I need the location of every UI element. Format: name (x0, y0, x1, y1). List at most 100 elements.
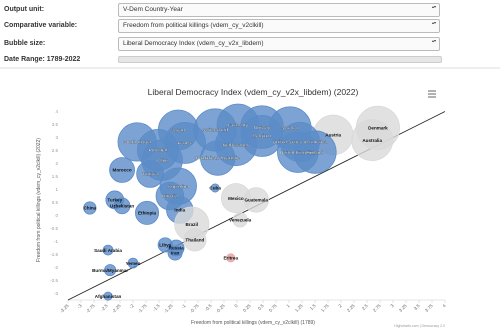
bubble (167, 245, 183, 261)
bubble-label: Eritrea (223, 256, 238, 261)
bubble (183, 228, 207, 252)
chart-title: Liberal Democracy Index (vdem_cy_v2x_lib… (148, 87, 359, 97)
bubble-label: Yemen (126, 261, 141, 266)
bubble-label: Ethiopia (138, 211, 157, 216)
y-tick-label: -3 (54, 291, 58, 296)
bubble-label: Nigeria (162, 194, 178, 199)
x-tick-label: 1.5 (309, 303, 317, 311)
label: Output unit: (4, 6, 45, 13)
x-tick-label: -2.75 (85, 303, 96, 314)
x-tick-label: 3.75 (424, 303, 434, 313)
bubble (136, 159, 165, 188)
bubble-size-select[interactable]: Liberal Democracy Index (vdem_cy_v2x_lib… (118, 37, 440, 51)
y-tick-label: 2.5 (52, 148, 59, 153)
x-tick-label: 0 (233, 303, 239, 309)
date-range-slider[interactable] (118, 56, 442, 63)
bubble (226, 253, 236, 263)
bubble-label: Switzerland (202, 128, 228, 133)
comparative-variable-select[interactable]: Freedom from political killings (vdem_cy… (118, 19, 440, 33)
bubbles: Denmark Australia Austria Sweden Germany Norw… (83, 103, 401, 301)
y-tick-label: -1 (54, 239, 58, 244)
bubble-label: United States of America (273, 140, 328, 145)
x-tick-label: 1.25 (294, 303, 304, 313)
bubble-label: Austria (325, 133, 341, 138)
bubble-label: Thailand (185, 238, 204, 243)
menu-button[interactable] (428, 90, 436, 98)
output-unit-row: Output unit: V-Dem Country-Year (4, 3, 440, 17)
bubble-label: Uzbekistan (110, 204, 134, 209)
x-tick-label: 0.75 (268, 303, 278, 313)
bubble-label: Chile (157, 158, 169, 163)
bubble-label: Turkey (107, 198, 122, 203)
x-tick-label: 1 (285, 303, 291, 309)
bubble-label: Finland (307, 150, 324, 155)
x-tick-label: -2 (128, 303, 135, 310)
bubble (83, 201, 97, 215)
x-tick-label: 0.25 (242, 303, 252, 313)
bubble-label: Iran (171, 251, 180, 256)
x-tick-label: -1.5 (152, 303, 161, 312)
y-axis-title: Freedom from political killings (vdem_cy… (36, 138, 42, 262)
bubble-label: Argentina (168, 184, 190, 189)
bubble (109, 157, 135, 183)
output-unit-select[interactable]: V-Dem Country-Year (118, 3, 440, 17)
bubble-label: Russia (169, 246, 185, 251)
bubble (102, 244, 114, 256)
bubble-label: Australia (362, 138, 382, 143)
x-tick-label: -2.5 (100, 303, 109, 312)
x-tick-label: 0.5 (257, 303, 265, 311)
x-axis-title: Freedom from political killings (vdem_cy… (191, 320, 315, 326)
bubble-label: Germany (228, 123, 248, 128)
bubble-label: Belgium (253, 134, 271, 139)
y-tick-label: -0.5 (50, 226, 58, 231)
bubble (210, 183, 220, 193)
x-tick-label: -1.75 (137, 303, 148, 314)
bubble-label: Venezuela (229, 218, 252, 223)
x-tick-label: 1.75 (320, 303, 330, 313)
x-tick-label: -1 (180, 303, 187, 310)
date-range-row: Date Range: 1789-2022 (4, 53, 440, 67)
bubble (293, 130, 337, 174)
bubble-label: Morocco (113, 168, 132, 173)
x-tick-label: 2.75 (372, 303, 382, 313)
bubble-label: Denmark (368, 126, 388, 131)
label: Bubble size: (4, 40, 46, 47)
bubble-label: Mexico (228, 196, 244, 201)
y-tick-label: 0 (55, 213, 58, 218)
x-tick-label: -1.25 (163, 303, 174, 314)
bubble-label: Saudi Arabia (94, 248, 122, 253)
bubble-label: Afghanistan (95, 294, 122, 299)
credits: Highcharts.com | Democracy 2.0 (394, 324, 445, 328)
label: Date Range: 1789-2022 (4, 56, 81, 63)
bubble-label: South Korea (124, 140, 152, 145)
x-tick-label: -0.75 (189, 303, 200, 314)
y-tick-label: 1 (55, 187, 58, 192)
y-tick-label: 0.5 (52, 200, 59, 205)
bubble (113, 197, 131, 215)
x-tick-label: 4 (441, 303, 447, 309)
bubble-label: United Kingdom (280, 150, 315, 155)
bubble (127, 257, 139, 269)
bubble-label: Guatemala (244, 198, 268, 203)
bubble-label: Burma/Myanmar (92, 268, 128, 273)
y-tick-label: -2.5 (50, 278, 58, 283)
x-tick-label: 3.25 (398, 303, 408, 313)
x-tick-label: 3.5 (413, 303, 421, 311)
bubble-label: Portugal (149, 148, 168, 153)
x-tick-label: -0.25 (215, 303, 226, 314)
bubble (232, 212, 248, 228)
bubble-label: Libya (159, 243, 171, 248)
bubble-label: Tunisia (142, 172, 158, 177)
bubble (243, 187, 269, 213)
bubble (135, 200, 160, 225)
bubble-label: Brazil (186, 222, 199, 227)
bubble-label: China (83, 206, 96, 211)
bubble-label: France (177, 141, 193, 146)
x-tick-label: -3 (76, 303, 83, 310)
bubble-label: Norway (254, 125, 271, 130)
bubble-label: Cuba (209, 186, 221, 191)
y-tick-label: 3 (55, 135, 58, 140)
x-tick-label: -3.25 (59, 303, 70, 314)
x-tick-label: 3 (389, 303, 395, 309)
bubble-label: Sweden (281, 126, 299, 131)
